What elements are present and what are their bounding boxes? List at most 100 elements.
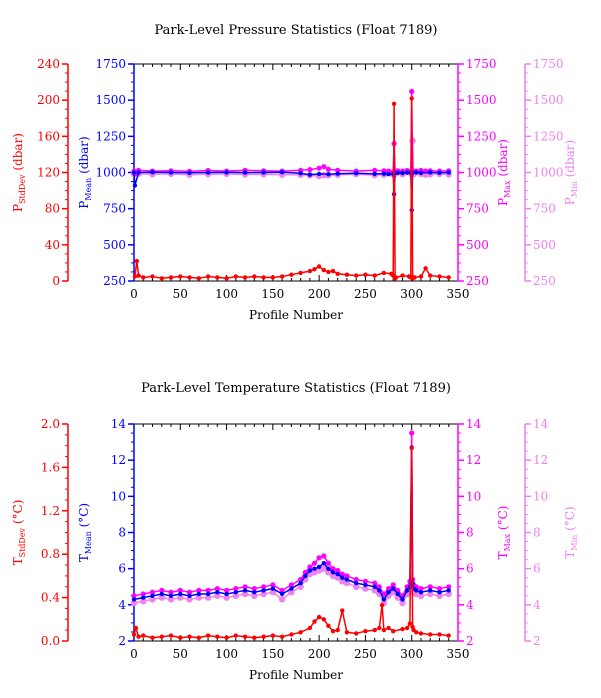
mean-tick-label: 1500 — [95, 93, 126, 107]
max-tick-label: 750 — [466, 202, 489, 216]
max-tick-label: 1500 — [466, 93, 497, 107]
stddev-axis-label: TStdDev (°C) — [11, 500, 27, 566]
min-point — [204, 594, 212, 601]
mean-tick-label: 8 — [118, 526, 126, 540]
stddev-point — [261, 275, 266, 280]
mean-point — [330, 570, 336, 575]
x-tick-label: 300 — [400, 287, 423, 301]
mean-point — [354, 580, 359, 586]
max-point — [307, 564, 313, 570]
max-point — [325, 166, 331, 172]
min-point — [223, 594, 230, 601]
stddev-point — [242, 275, 248, 280]
max-point — [325, 560, 331, 566]
stddev-tick-label: 120 — [37, 166, 60, 180]
mean-point — [395, 591, 400, 597]
mean-axis-label: TMean (°C) — [77, 503, 93, 562]
stddev-point — [279, 634, 285, 639]
mean-point — [418, 590, 424, 595]
stddev-tick-label: 240 — [37, 57, 60, 71]
max-point — [224, 587, 230, 594]
mean-point — [307, 568, 313, 573]
stddev-point — [407, 621, 413, 626]
stddev-point — [196, 276, 201, 281]
min-point — [214, 592, 221, 599]
stddev-point — [428, 632, 433, 637]
mean-point — [233, 590, 238, 595]
max-tick-label: 500 — [466, 238, 489, 252]
mean-point — [261, 588, 266, 593]
stddev-point — [134, 258, 139, 264]
mean-point — [289, 586, 294, 591]
min-point — [186, 596, 193, 603]
mean-tick-label: 1750 — [95, 57, 126, 71]
max-point — [436, 586, 443, 592]
stddev-point — [414, 630, 419, 635]
max-point — [372, 580, 378, 586]
min-point — [269, 589, 277, 596]
stddev-point — [132, 274, 138, 279]
stddev-point — [136, 273, 141, 278]
mean-point — [428, 170, 433, 175]
mean-point — [335, 171, 340, 176]
stddev-point — [321, 267, 326, 273]
stddev-point — [344, 272, 350, 277]
mean-point — [178, 591, 183, 597]
stddev-tick-label: 0.8 — [41, 547, 60, 561]
mean-point — [131, 170, 137, 175]
max-point — [376, 584, 382, 590]
min-point — [399, 599, 406, 607]
stddev-point — [150, 635, 155, 640]
max-point — [339, 571, 345, 577]
stddev-point — [330, 268, 336, 274]
mean-point — [242, 170, 248, 175]
stddev-tick-label: 1.2 — [41, 504, 60, 518]
mean-point — [386, 590, 391, 595]
stddev-point — [446, 633, 451, 638]
stddev-point — [381, 627, 387, 633]
max-point — [307, 167, 313, 173]
stddev-point — [391, 101, 397, 107]
stddev-point — [428, 273, 433, 278]
mean-tick-label: 2 — [118, 634, 126, 648]
max-tick-label: 2 — [466, 634, 474, 648]
x-tick-label: 100 — [215, 647, 238, 661]
max-point — [242, 584, 248, 590]
mean-tick-label: 1000 — [95, 166, 126, 180]
stddev-point — [354, 273, 359, 278]
mean-tick-label: 250 — [103, 274, 126, 288]
stddev-point — [289, 272, 294, 277]
x-tick-label: 250 — [354, 647, 377, 661]
mean-point — [437, 170, 442, 175]
min-axis-label: TMin (°C) — [563, 506, 579, 558]
stddev-point — [381, 270, 387, 276]
stddev-point — [133, 625, 139, 631]
mean-point — [132, 183, 138, 188]
max-point — [288, 582, 294, 588]
mean-point — [159, 591, 164, 597]
stddev-point — [131, 632, 137, 637]
max-tick-label: 1000 — [466, 166, 497, 180]
stddev-tick-label: 40 — [45, 238, 60, 252]
max-point — [427, 584, 433, 590]
mean-point — [205, 591, 211, 597]
mean-point — [196, 591, 201, 597]
max-tick-label: 250 — [466, 274, 489, 288]
stddev-point — [224, 276, 229, 281]
stddev-point — [141, 633, 146, 638]
mean-point — [270, 586, 276, 591]
max-point — [321, 553, 327, 559]
max-point — [390, 582, 396, 588]
x-tick-label: 0 — [130, 287, 138, 301]
mean-point — [303, 573, 308, 579]
mean-tick-label: 500 — [103, 238, 126, 252]
stddev-point — [393, 275, 399, 280]
stddev-point — [400, 626, 405, 632]
mean-tick-label: 14 — [111, 417, 127, 431]
min-tick-label: 1500 — [533, 93, 564, 107]
x-tick-label: 150 — [261, 287, 284, 301]
x-tick-label: 250 — [354, 287, 377, 301]
mean-point — [131, 597, 137, 602]
min-point — [149, 596, 156, 603]
min-point — [436, 592, 443, 599]
